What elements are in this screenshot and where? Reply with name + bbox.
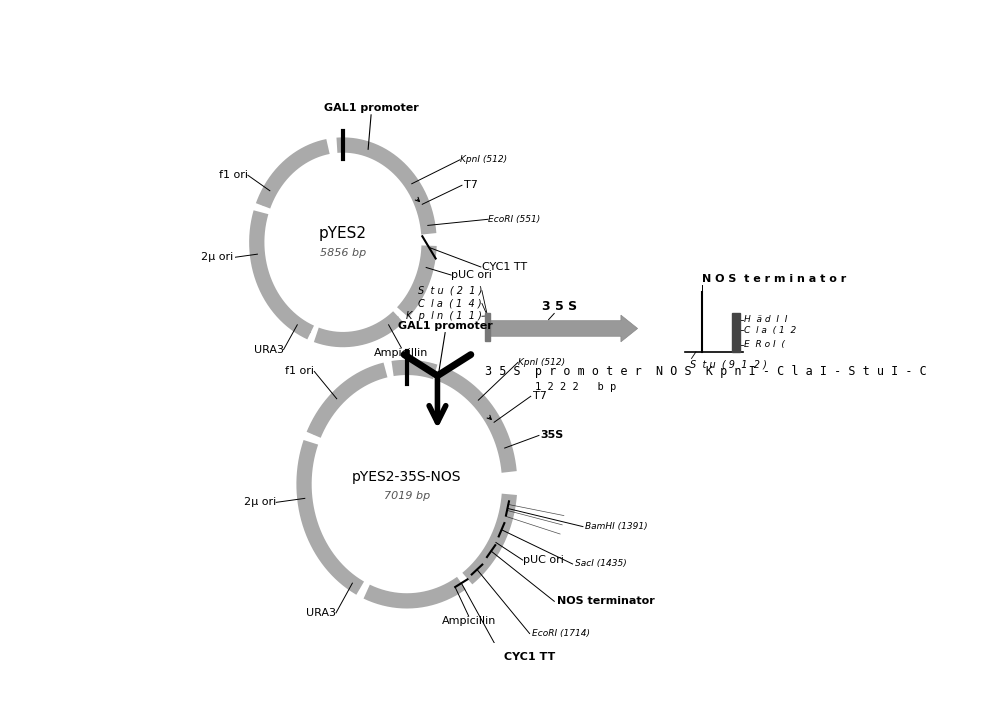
Text: 35S: 35S xyxy=(541,430,564,440)
Text: H  ä d  I  I: H ä d I I xyxy=(744,316,787,324)
Text: KpnI (512): KpnI (512) xyxy=(518,358,565,367)
Text: C  l a  ( 1  4 ): C l a ( 1 4 ) xyxy=(418,298,482,308)
Text: 3 5 S  p r o m o t e r  N O S  K p n I - C l a I - S t u I - C: 3 5 S p r o m o t e r N O S K p n I - C … xyxy=(485,365,926,378)
Text: CYC1 TT: CYC1 TT xyxy=(482,262,527,272)
Text: f1 ori: f1 ori xyxy=(285,367,314,376)
Text: 7019 bp: 7019 bp xyxy=(384,492,430,501)
Text: pUC ori: pUC ori xyxy=(451,270,492,280)
Text: URA3: URA3 xyxy=(254,344,284,355)
Text: 1 2 2 2   b p: 1 2 2 2 b p xyxy=(535,383,616,392)
Text: 3 5 S: 3 5 S xyxy=(542,300,577,313)
Text: 2μ ori: 2μ ori xyxy=(244,497,276,508)
Text: pYES2: pYES2 xyxy=(319,227,367,241)
Text: 2μ ori: 2μ ori xyxy=(201,253,233,263)
Text: Ampicillin: Ampicillin xyxy=(441,616,496,626)
Text: EcoRI (551): EcoRI (551) xyxy=(488,214,540,224)
Text: URA3: URA3 xyxy=(306,608,336,618)
Text: SacI (1435): SacI (1435) xyxy=(575,560,627,568)
Bar xyxy=(485,313,490,341)
Text: K  p  l n  ( 1  1 ): K p l n ( 1 1 ) xyxy=(406,311,482,321)
Text: f1 ori: f1 ori xyxy=(219,170,248,180)
Text: EcoRI (1714): EcoRI (1714) xyxy=(532,629,590,638)
Bar xyxy=(732,313,740,352)
Text: S  t u  ( 9  1  2 ): S t u ( 9 1 2 ) xyxy=(690,359,767,369)
Text: 5856 bp: 5856 bp xyxy=(320,248,366,258)
Text: S  t u  ( 2  1 ): S t u ( 2 1 ) xyxy=(418,286,482,296)
Text: pUC ori: pUC ori xyxy=(523,555,564,565)
Text: Ampicillin: Ampicillin xyxy=(374,348,429,358)
Text: pYES2-35S-NOS: pYES2-35S-NOS xyxy=(352,471,462,484)
FancyArrow shape xyxy=(487,315,638,342)
Text: T7: T7 xyxy=(533,391,547,401)
Text: CYC1 TT: CYC1 TT xyxy=(504,653,556,662)
Text: BamHI (1391): BamHI (1391) xyxy=(585,522,648,531)
Text: KpnI (512): KpnI (512) xyxy=(460,155,507,165)
Text: E  R o I  (: E R o I ( xyxy=(744,340,785,349)
Text: NOS terminator: NOS terminator xyxy=(557,596,654,606)
Text: GAL1 promoter: GAL1 promoter xyxy=(324,103,418,113)
Text: GAL1 promoter: GAL1 promoter xyxy=(398,321,493,331)
Text: C  l a  ( 1  2: C l a ( 1 2 xyxy=(744,326,796,335)
Text: N O S  t e r m i n a t o r: N O S t e r m i n a t o r xyxy=(702,274,846,284)
Text: T7: T7 xyxy=(464,180,478,191)
